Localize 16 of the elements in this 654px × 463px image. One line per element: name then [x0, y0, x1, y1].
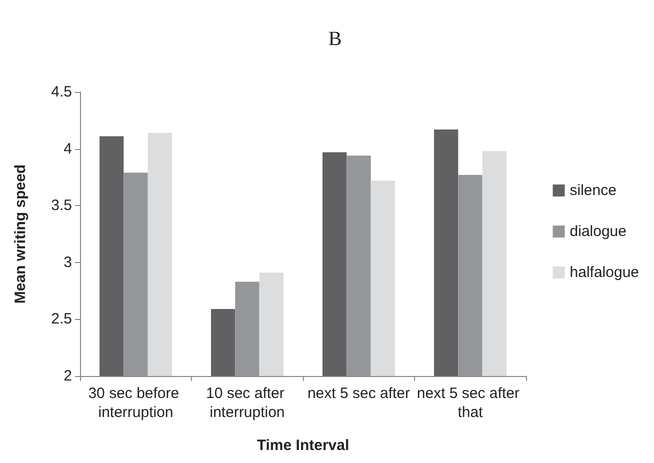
y-tick-label: 4	[64, 140, 72, 158]
x-axis-title: Time Interval	[256, 437, 350, 454]
y-tick-label: 3.5	[51, 197, 72, 214]
chart-title: B	[328, 28, 342, 50]
x-tick-label: next 5 sec after	[307, 385, 410, 402]
legend-label: dialogue	[570, 223, 626, 240]
legend-label: silence	[570, 182, 616, 199]
x-tick-label: 10 sec after interruption	[206, 385, 289, 421]
legend-label: halfalogue	[570, 264, 640, 281]
y-tick-label: 3	[64, 254, 72, 271]
y-tick-label: 4.5	[51, 84, 72, 100]
x-tick-label: 30 sec before interruption	[88, 385, 184, 421]
y-tick-label: 2	[64, 368, 72, 384]
y-axis-title: Mean writing speed	[12, 164, 29, 304]
y-tick-label: 2.5	[51, 310, 72, 328]
x-tick-label: next 5 sec after that	[416, 385, 524, 421]
